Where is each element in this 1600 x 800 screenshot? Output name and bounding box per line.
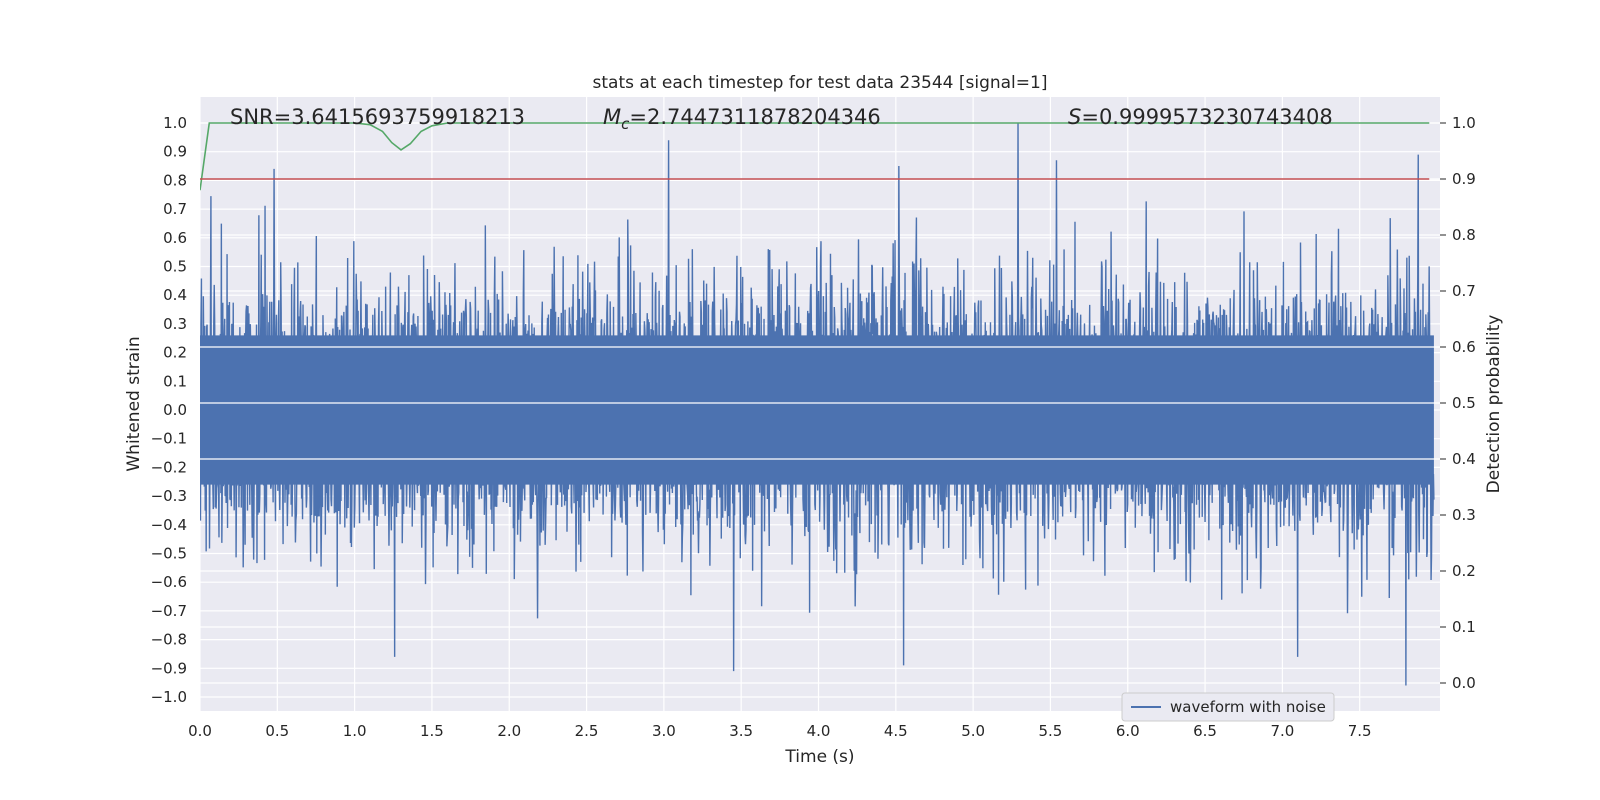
x-tick-label: 7.5 [1348,722,1372,740]
left-y-tick-label: −0.2 [151,458,187,476]
right-y-tick-label: 0.3 [1452,506,1476,524]
x-tick-label: 3.0 [652,722,676,740]
right-y-axis-ticks: 1.0 0.9 0.8 0.7 0.6 0.5 0.4 0.3 0.2 0.1 0.0 [1440,114,1476,692]
detection-probability-line [200,122,1430,191]
x-tick-label: 5.5 [1039,722,1063,740]
right-y-tick-label: 1.0 [1452,114,1476,132]
left-y-tick-label: 1.0 [163,114,187,132]
chirp-mass-subscript: c [621,115,630,133]
left-y-tick-label: 0.0 [163,401,187,419]
right-y-tick-label: 0.2 [1452,562,1476,580]
x-tick-label: 1.5 [420,722,444,740]
x-axis-ticks: 0.0 0.5 1.0 1.5 2.0 2.5 3.0 3.5 4.0 4.5 5.0 5.5 6.0 6… [188,722,1372,740]
left-y-tick-label: 0.3 [163,315,187,333]
right-y-tick-label: 0.5 [1452,394,1476,412]
left-y-tick-label: −0.8 [151,631,187,649]
chirp-mass-value: =2.7447311878204346 [629,105,880,129]
left-y-tick-label: −0.5 [151,545,187,563]
legend-box [1121,692,1335,722]
right-y-tick-label: 0.6 [1452,338,1476,356]
left-y-tick-label: 0.8 [163,171,187,189]
x-tick-label: 4.0 [807,722,831,740]
left-y-axis-ticks: 1.0 0.9 0.8 0.7 0.6 0.5 0.4 0.3 0.2 0.1 0.0 −0.1 −0.… [151,114,187,706]
s-annotation: S=0.9999573230743408 [1068,105,1333,129]
left-y-tick-label: 0.5 [163,258,187,276]
right-y-tick-label: 0.0 [1452,674,1476,692]
waveform-with-noise-series [200,122,1435,686]
right-y-tick-label: 0.4 [1452,450,1476,468]
snr-annotation: SNR=3.6415693759918213 [230,105,525,129]
legend-label: waveform with noise [1170,698,1326,716]
left-y-tick-label: 0.1 [163,372,187,390]
left-y-tick-label: 0.2 [163,344,187,362]
right-y-tick-label: 0.7 [1452,282,1476,300]
x-tick-label: 2.0 [497,722,521,740]
x-tick-label: 5.0 [961,722,985,740]
left-y-tick-label: −0.4 [151,516,187,534]
right-y-tick-label: 0.9 [1452,170,1476,188]
chirp-mass-annotation: Mc=2.7447311878204346 [603,105,881,133]
x-tick-label: 6.5 [1193,722,1217,740]
waveform-dense-core [200,335,1434,485]
probability-series [200,122,1440,460]
left-y-tick-label: −0.1 [151,430,187,448]
x-tick-label: 4.5 [884,722,908,740]
left-y-tick-label: 0.7 [163,200,187,218]
left-y-tick-label: 0.9 [163,143,187,161]
x-axis-label: Time (s) [784,747,854,767]
chart-title: stats at each timestep for test data 235… [593,73,1048,93]
x-tick-label: 1.0 [343,722,367,740]
chirp-mass-symbol: M [603,105,621,129]
left-y-tick-label: −0.6 [151,573,187,591]
x-tick-label: 3.5 [729,722,753,740]
x-tick-label: 6.0 [1116,722,1140,740]
x-tick-label: 7.0 [1270,722,1294,740]
right-y-axis-label: Detection probability [1484,315,1504,494]
left-y-tick-label: −0.9 [151,659,187,677]
s-value: =0.9999573230743408 [1081,105,1332,129]
x-tick-label: 2.5 [575,722,599,740]
left-y-tick-label: 0.4 [163,286,187,304]
left-y-tick-label: 0.6 [163,229,187,247]
x-tick-label: 0.5 [265,722,289,740]
x-tick-label: 0.0 [188,722,212,740]
left-y-tick-label: −0.3 [151,487,187,505]
s-symbol: S [1068,105,1081,129]
left-y-tick-label: −1.0 [151,688,187,706]
right-y-tick-label: 0.8 [1452,226,1476,244]
left-y-axis-label: Whitened strain [124,336,144,471]
right-y-tick-label: 0.1 [1452,618,1476,636]
legend: waveform with noise [1121,692,1335,722]
left-y-tick-label: −0.7 [151,602,187,620]
